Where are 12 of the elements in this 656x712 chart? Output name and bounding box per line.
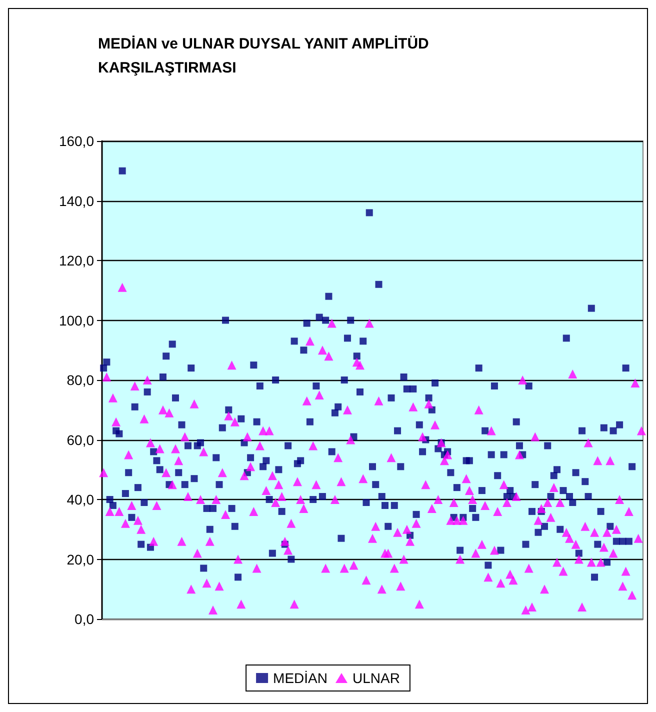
y-tick-label: 120,0 [58,252,94,268]
y-tick-label: 60,0 [66,432,94,448]
y-tick-label: 160,0 [58,133,94,149]
y-tick-label: 20,0 [66,551,94,568]
y-tick-label: 0,0 [74,611,94,627]
y-tick-label: 80,0 [66,372,94,388]
legend-label: MEDİAN [273,670,328,686]
legend-label: ULNAR [352,670,400,686]
chart-title: MEDİAN ve ULNAR DUYSAL YANIT AMPLİTÜD KARŞILAŞTIRMASI [98,36,434,76]
y-tick-label: 140,0 [58,192,94,209]
y-tick-label: 100,0 [58,312,94,328]
y-tick-label: 40,0 [66,492,94,508]
